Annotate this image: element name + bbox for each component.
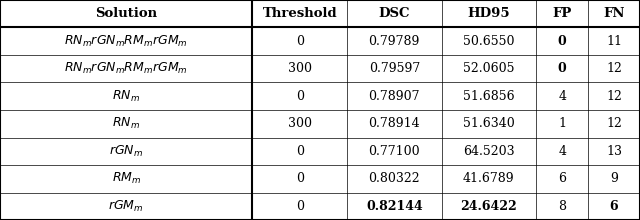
Text: Threshold: Threshold xyxy=(262,7,337,20)
Text: 0: 0 xyxy=(557,35,566,48)
Text: 0.77100: 0.77100 xyxy=(369,145,420,158)
Text: $rGN_m$: $rGN_m$ xyxy=(109,144,143,159)
Text: FP: FP xyxy=(552,7,572,20)
Text: 4: 4 xyxy=(558,90,566,103)
Text: 41.6789: 41.6789 xyxy=(463,172,515,185)
Text: 50.6550: 50.6550 xyxy=(463,35,515,48)
Text: 0: 0 xyxy=(296,172,304,185)
Text: $RN_mrGN_mRM_mrGM_m$: $RN_mrGN_mRM_mrGM_m$ xyxy=(64,34,188,49)
Text: $RN_mrGN_mRM_mrGM_m$: $RN_mrGN_mRM_mrGM_m$ xyxy=(64,61,188,76)
Text: 0: 0 xyxy=(296,35,304,48)
Text: 0.78914: 0.78914 xyxy=(369,117,420,130)
Text: $RN_m$: $RN_m$ xyxy=(112,89,140,104)
Text: 8: 8 xyxy=(558,200,566,213)
Text: 52.0605: 52.0605 xyxy=(463,62,515,75)
Text: $RN_m$: $RN_m$ xyxy=(112,116,140,131)
Text: 0: 0 xyxy=(296,200,304,213)
Text: 300: 300 xyxy=(288,62,312,75)
Text: 4: 4 xyxy=(558,145,566,158)
Text: 24.6422: 24.6422 xyxy=(461,200,517,213)
Text: 51.6340: 51.6340 xyxy=(463,117,515,130)
Text: 6: 6 xyxy=(558,172,566,185)
Text: $RM_m$: $RM_m$ xyxy=(111,171,141,186)
Text: 9: 9 xyxy=(610,172,618,185)
Text: DSC: DSC xyxy=(379,7,410,20)
Text: $rGM_m$: $rGM_m$ xyxy=(108,199,144,214)
Text: 0.82144: 0.82144 xyxy=(366,200,422,213)
Text: 13: 13 xyxy=(606,145,622,158)
Text: 0.78907: 0.78907 xyxy=(369,90,420,103)
Text: Solution: Solution xyxy=(95,7,157,20)
Text: 0: 0 xyxy=(296,90,304,103)
Text: 12: 12 xyxy=(606,62,622,75)
Text: HD95: HD95 xyxy=(468,7,510,20)
Text: 0: 0 xyxy=(557,62,566,75)
Text: 11: 11 xyxy=(606,35,622,48)
Text: 0.79597: 0.79597 xyxy=(369,62,420,75)
Text: 6: 6 xyxy=(610,200,618,213)
Text: 64.5203: 64.5203 xyxy=(463,145,515,158)
Text: 12: 12 xyxy=(606,117,622,130)
Text: 12: 12 xyxy=(606,90,622,103)
Text: 0.80322: 0.80322 xyxy=(369,172,420,185)
Text: FN: FN xyxy=(604,7,625,20)
Text: 0.79789: 0.79789 xyxy=(369,35,420,48)
Text: 0: 0 xyxy=(296,145,304,158)
Text: 300: 300 xyxy=(288,117,312,130)
Text: 1: 1 xyxy=(558,117,566,130)
Text: 51.6856: 51.6856 xyxy=(463,90,515,103)
